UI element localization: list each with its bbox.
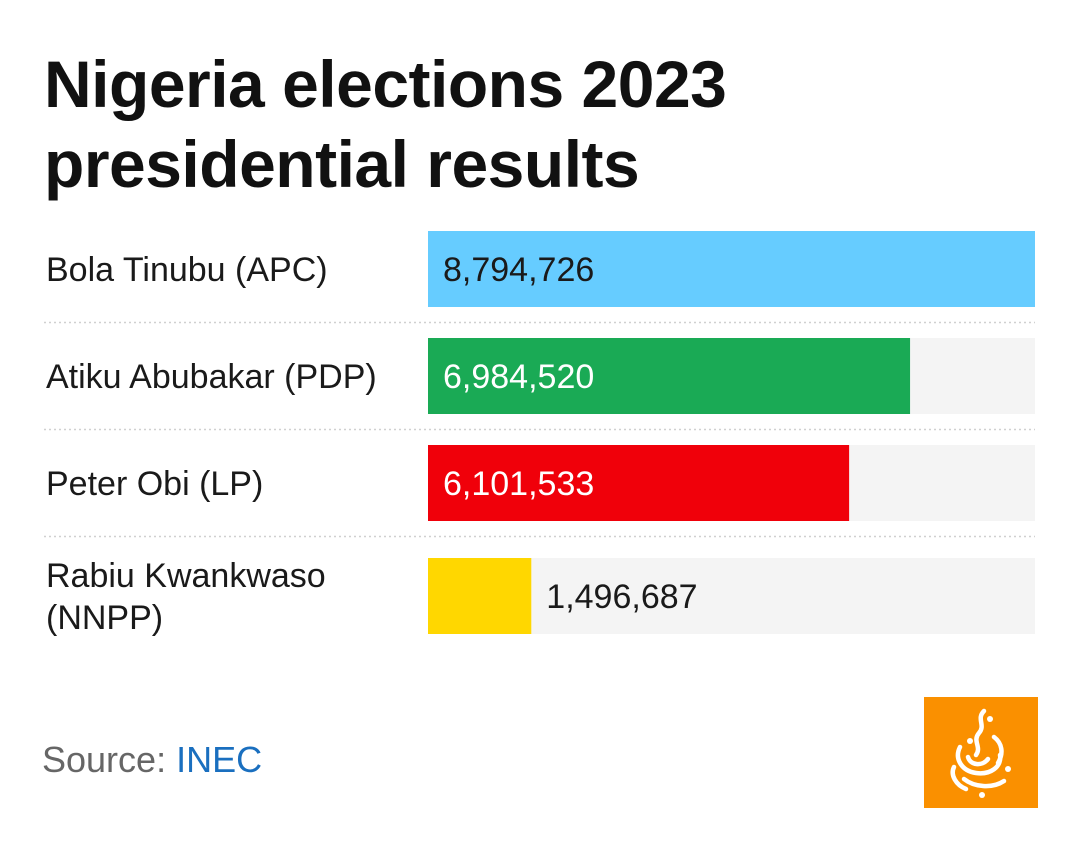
- category-label: Bola Tinubu (APC): [46, 251, 328, 289]
- category-label: Rabiu Kwankwaso: [46, 557, 326, 595]
- bar: [428, 231, 1035, 307]
- source-link[interactable]: INEC: [176, 739, 263, 780]
- value-label: 1,496,687: [546, 578, 697, 616]
- value-label: 8,794,726: [443, 251, 594, 289]
- source-prefix: Source:: [42, 739, 177, 780]
- chart-title: Nigeria elections 2023 presidential resu…: [44, 47, 727, 201]
- bar: [428, 338, 911, 414]
- source-note: Source: INEC: [42, 738, 262, 782]
- bar: [428, 445, 850, 521]
- value-label: 6,101,533: [443, 465, 594, 503]
- al-jazeera-logo-icon: [924, 697, 1038, 808]
- bar-rows: Bola Tinubu (APC) 8,794,726 Atiku Abubakar…: [44, 231, 1035, 637]
- bar: [428, 558, 532, 634]
- category-label: (NNPP): [46, 599, 163, 637]
- value-label: 6,984,520: [443, 358, 594, 396]
- category-label: Peter Obi (LP): [46, 465, 263, 503]
- category-label: Atiku Abubakar (PDP): [46, 358, 377, 396]
